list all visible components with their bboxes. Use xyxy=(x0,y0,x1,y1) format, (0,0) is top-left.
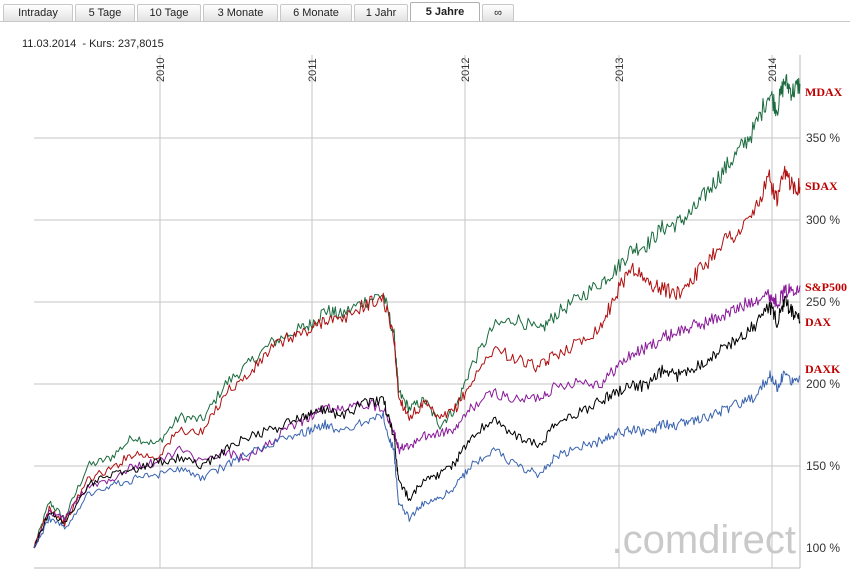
series-line-mdax xyxy=(33,74,801,549)
y-tick-label: 300 % xyxy=(806,213,840,227)
y-axis-ticks: 100 % 150 % 200 % 250 % 300 % 350 % xyxy=(806,131,840,555)
x-tick-label: 2014 xyxy=(767,58,779,82)
series-line-dax xyxy=(33,295,801,549)
chart-grid xyxy=(34,55,801,569)
series-line-sdax xyxy=(33,165,801,549)
tab-6-monate[interactable]: 6 Monate xyxy=(280,4,352,21)
price-date: 11.03.2014 xyxy=(22,38,77,50)
tab-intraday[interactable]: Intraday xyxy=(3,4,73,21)
tab-10-tage[interactable]: 10 Tage xyxy=(137,4,201,21)
y-tick-label: 250 % xyxy=(806,295,840,309)
y-tick-label: 150 % xyxy=(806,459,840,473)
y-tick-label: 350 % xyxy=(806,131,840,145)
series-label-sp500: S&P500 xyxy=(805,280,847,294)
tab-3-monate[interactable]: 3 Monate xyxy=(203,4,278,21)
x-tick-label: 2013 xyxy=(614,58,626,82)
x-axis-ticks: 2010 2011 2012 2013 2014 xyxy=(155,58,779,82)
price-kurs-value: 237,8015 xyxy=(117,38,164,50)
timeframe-tab-bar: Intraday 5 Tage 10 Tage 3 Monate 6 Monat… xyxy=(0,0,850,22)
price-info: 11.03.2014 - Kurs: 237,8015 xyxy=(22,38,164,50)
price-kurs-label: - Kurs: xyxy=(82,38,115,50)
series-line-sp500 xyxy=(33,283,801,549)
tab-all-time[interactable]: ∞ xyxy=(482,4,514,21)
x-tick-label: 2010 xyxy=(155,58,167,82)
tab-bar-divider xyxy=(0,21,850,22)
comdirect-watermark: .comdirect xyxy=(612,518,797,562)
x-tick-label: 2011 xyxy=(307,58,319,82)
series-line-daxk xyxy=(33,370,801,549)
y-tick-label: 100 % xyxy=(806,541,840,555)
tab-1-jahr[interactable]: 1 Jahr xyxy=(354,4,408,21)
series-label-sdax: SDAX xyxy=(805,179,838,193)
tab-5-tage[interactable]: 5 Tage xyxy=(75,4,135,21)
series-labels: MDAX SDAX S&P500 DAX DAXK xyxy=(805,85,847,376)
x-tick-label: 2012 xyxy=(460,58,472,82)
y-tick-label: 200 % xyxy=(806,377,840,391)
tab-5-jahre[interactable]: 5 Jahre xyxy=(410,2,480,22)
series-label-mdax: MDAX xyxy=(805,85,843,99)
chart-series xyxy=(33,74,801,549)
series-label-dax: DAX xyxy=(805,315,831,329)
series-label-daxk: DAXK xyxy=(805,362,841,376)
